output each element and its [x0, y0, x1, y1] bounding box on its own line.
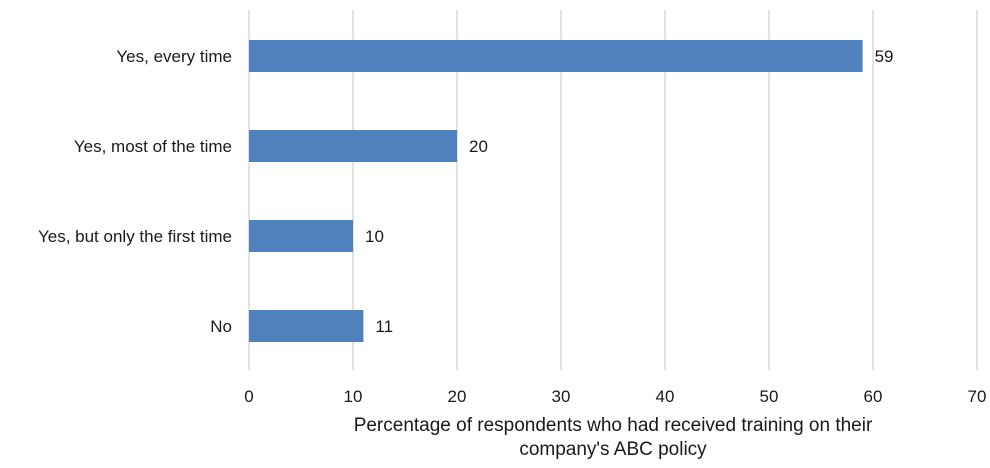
x-tick-label-40: 40	[656, 387, 675, 406]
category-label-2: Yes, but only the first time	[38, 227, 232, 246]
x-tick-label-0: 0	[244, 387, 253, 406]
category-label-0: Yes, every time	[116, 47, 232, 66]
x-axis-title-line-2: company's ABC policy	[519, 439, 707, 460]
x-tick-labels: 0 10 20 30 40 50 60 70	[244, 387, 986, 406]
x-tick-label-50: 50	[760, 387, 779, 406]
data-label-3: 11	[375, 317, 393, 336]
data-label-1: 20	[469, 137, 488, 156]
category-labels: Yes, every time Yes, most of the time Yes,…	[38, 47, 232, 336]
x-axis-title: Percentage of respondents who had receiv…	[250, 414, 976, 462]
x-axis-title-line-1: Percentage of respondents who had receiv…	[353, 415, 873, 436]
bar-3	[249, 310, 364, 342]
bar-2	[249, 220, 353, 252]
bar-0	[249, 40, 863, 72]
category-label-1: Yes, most of the time	[74, 137, 232, 156]
category-label-3: No	[210, 317, 232, 336]
bars	[249, 40, 863, 342]
bar-1	[249, 130, 457, 162]
x-tick-label-10: 10	[344, 387, 363, 406]
data-label-0: 59	[875, 47, 894, 66]
x-tick-label-70: 70	[968, 387, 987, 406]
data-label-2: 10	[365, 227, 384, 246]
x-tick-label-60: 60	[864, 387, 883, 406]
x-tick-label-20: 20	[448, 387, 467, 406]
x-tick-label-30: 30	[552, 387, 571, 406]
data-labels: 59 20 10 11	[365, 47, 894, 336]
